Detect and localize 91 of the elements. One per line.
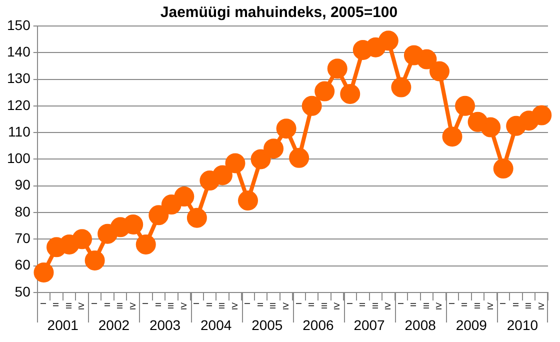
point (136, 234, 156, 254)
point (455, 96, 476, 116)
y-tick-label: 60 (14, 256, 31, 273)
point (34, 262, 54, 282)
text: 2003 (149, 316, 181, 333)
point (391, 77, 412, 98)
point (148, 205, 169, 226)
x-tick-label: IV (230, 302, 240, 310)
point (174, 186, 194, 207)
x-tick-label: II (409, 302, 418, 307)
y-tick-label: 90 (14, 176, 31, 193)
point (314, 81, 335, 102)
x-tick-label: I (396, 302, 406, 305)
text: 2008 (404, 316, 436, 333)
x-tick-label: II (52, 302, 61, 307)
chart-title: Jaemüügi mahuindeks, 2005=100 (160, 4, 398, 22)
x-tick-label: III (370, 302, 380, 310)
x-tick-label: IV (128, 302, 138, 310)
point (378, 30, 398, 51)
x-tick-label: IV (486, 302, 495, 310)
x-tick-label: III (524, 302, 534, 310)
x-tick-label: III (116, 302, 125, 310)
x-tick-label: I (498, 302, 508, 305)
x-tick-label: III (422, 302, 431, 310)
x-tick-label: III (64, 302, 74, 310)
point (340, 84, 360, 104)
y-tick-label: 70 (14, 230, 31, 246)
point (72, 229, 92, 250)
point (289, 148, 310, 168)
x-tick-label: I (192, 302, 202, 305)
text: 2001 (47, 316, 79, 333)
point (186, 208, 207, 228)
x-tick-label: III (320, 302, 329, 310)
text: 2004 (200, 316, 232, 333)
y-tick-label: 120 (7, 96, 31, 113)
point (442, 126, 462, 147)
x-tick-label: I (243, 302, 252, 305)
x-tick-label: IV (282, 302, 290, 310)
point (276, 118, 296, 139)
x-tick-label: II (307, 302, 316, 307)
x-tick-label: IV (384, 302, 393, 310)
point (493, 158, 514, 179)
point (238, 190, 258, 211)
text: 2002 (98, 316, 130, 333)
y-tick-label: 130 (7, 70, 31, 86)
y-tick-label: 50 (14, 283, 31, 300)
x-tick-label: IV (179, 302, 188, 310)
y-tick-label: 80 (14, 203, 31, 220)
point (302, 96, 322, 116)
x-tick-label: III (472, 302, 482, 310)
point (327, 58, 348, 79)
x-tick-label: IV (434, 302, 444, 310)
x-tick-label: III (218, 302, 227, 310)
text: 2007 (354, 316, 386, 333)
point (532, 105, 552, 126)
x-tick-label: I (90, 302, 100, 305)
x-tick-label: II (154, 302, 163, 307)
y-tick-label: 110 (8, 123, 31, 140)
x-tick-label: I (447, 302, 456, 305)
x-tick-label: II (511, 302, 520, 307)
point (480, 117, 501, 138)
x-tick-label: I (38, 302, 48, 305)
x-tick-label: I (141, 302, 150, 305)
text: 2010 (506, 316, 538, 333)
y-tick-label: 140 (7, 44, 31, 60)
x-tick-label: III (166, 302, 176, 310)
x-tick-label: IV (536, 302, 546, 310)
point (225, 153, 246, 174)
x-tick-label: I (345, 302, 354, 305)
x-tick-label: IV (77, 302, 86, 310)
point (250, 149, 271, 170)
x-tick-label: II (256, 302, 265, 307)
point (123, 214, 144, 234)
point (212, 165, 232, 186)
point (429, 61, 450, 82)
point (161, 194, 182, 215)
y-tick-label: 150 (7, 16, 31, 33)
text: 2005 (252, 316, 283, 333)
x-tick-label: I (294, 302, 304, 305)
x-tick-label: II (204, 302, 214, 307)
text: 2009 (456, 316, 488, 333)
x-tick-label: II (358, 302, 368, 307)
x-tick-label: II (460, 302, 470, 307)
y-tick-label: 100 (7, 150, 31, 166)
text: 2006 (302, 316, 334, 333)
point (84, 250, 105, 270)
x-tick-label: II (102, 302, 112, 307)
point (264, 138, 284, 159)
x-tick-label: III (268, 302, 278, 310)
point (416, 49, 437, 70)
x-tick-label: IV (332, 302, 342, 310)
